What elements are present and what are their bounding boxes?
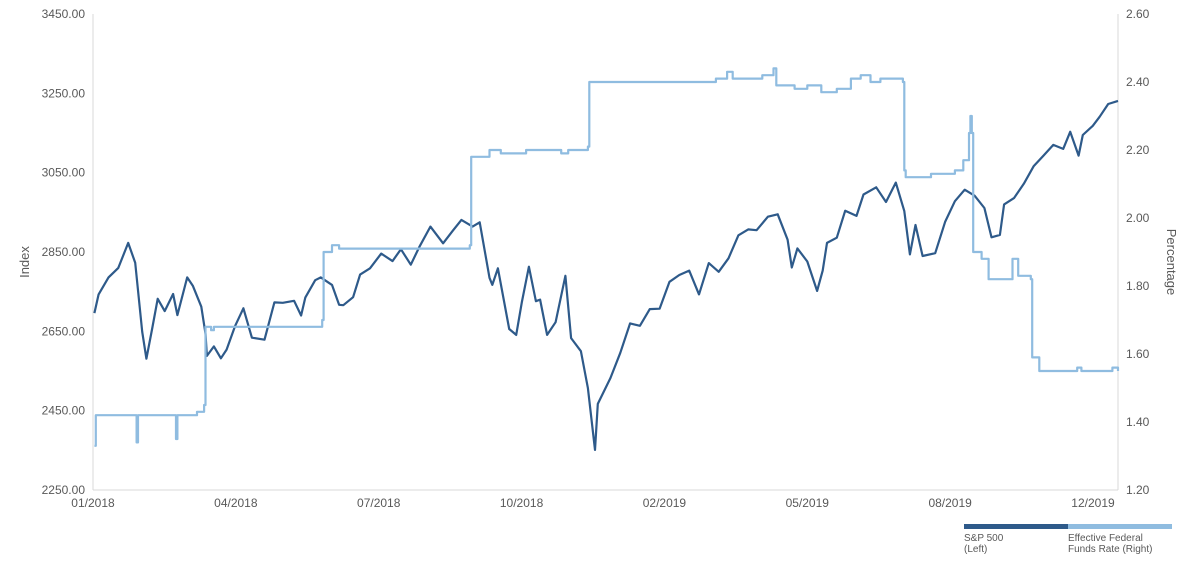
right-tick-label: 1.40 <box>1126 415 1150 429</box>
left-axis-title: Index <box>17 246 32 278</box>
right-axis-ticks: 1.20 1.40 1.60 1.80 2.00 2.20 2.40 2.60 <box>1126 7 1150 497</box>
sp500-series-line <box>93 99 1119 451</box>
legend-label-sp500-line1: S&P 500 <box>964 533 1004 544</box>
x-tick-label: 01/2018 <box>71 496 115 510</box>
legend: S&P 500 (Left) Effective Federal Funds R… <box>964 524 1174 564</box>
legend-label-fed-funds: Effective Federal Funds Rate (Right) <box>1068 533 1172 555</box>
left-tick-label: 2850.00 <box>42 245 86 259</box>
x-tick-label: 10/2018 <box>500 496 544 510</box>
right-tick-label: 2.00 <box>1126 211 1150 225</box>
x-tick-label: 12/2019 <box>1071 496 1115 510</box>
legend-swatch-sp500 <box>964 524 1068 529</box>
left-tick-label: 3250.00 <box>42 86 86 100</box>
legend-label-fed-funds-line1: Effective Federal <box>1068 533 1143 544</box>
left-tick-label: 3050.00 <box>42 166 86 180</box>
legend-item-sp500: S&P 500 (Left) <box>964 524 1068 555</box>
x-tick-label: 08/2019 <box>928 496 972 510</box>
left-tick-label: 2250.00 <box>42 483 86 497</box>
x-tick-label: 02/2019 <box>643 496 687 510</box>
fed-funds-series-line <box>94 67 1120 447</box>
series-layer <box>93 67 1120 451</box>
x-axis-ticks: 01/2018 04/2018 07/2018 10/2018 02/2019 05/20… <box>71 496 1115 510</box>
right-tick-label: 1.80 <box>1126 279 1150 293</box>
left-tick-label: 3450.00 <box>42 7 86 21</box>
line-chart: 2250.00 2450.00 2650.00 2850.00 3050.00 3250.… <box>17 7 1179 510</box>
left-axis-ticks: 2250.00 2450.00 2650.00 2850.00 3050.00 3250.… <box>42 7 86 497</box>
legend-item-fed-funds: Effective Federal Funds Rate (Right) <box>1068 524 1172 555</box>
right-tick-label: 2.60 <box>1126 7 1150 21</box>
legend-label-sp500: S&P 500 (Left) <box>964 533 1068 555</box>
x-tick-label: 05/2019 <box>786 496 830 510</box>
left-tick-label: 2450.00 <box>42 404 86 418</box>
legend-label-sp500-line2: (Left) <box>964 544 988 555</box>
legend-swatch-fed-funds <box>1068 524 1172 529</box>
legend-label-fed-funds-line2: Funds Rate (Right) <box>1068 544 1153 555</box>
right-tick-label: 2.40 <box>1126 75 1150 89</box>
right-axis-title: Percentage <box>1164 229 1179 296</box>
right-tick-label: 2.20 <box>1126 143 1150 157</box>
left-tick-label: 2650.00 <box>42 324 86 338</box>
x-tick-label: 07/2018 <box>357 496 401 510</box>
right-tick-label: 1.60 <box>1126 347 1150 361</box>
right-tick-label: 1.20 <box>1126 483 1150 497</box>
x-tick-label: 04/2018 <box>214 496 258 510</box>
